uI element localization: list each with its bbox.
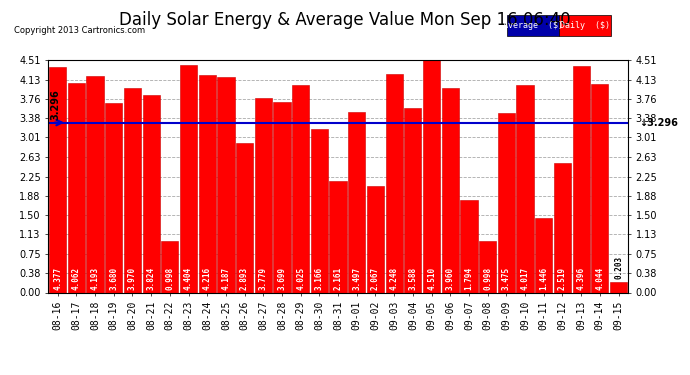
Text: 4.025: 4.025 (296, 267, 305, 290)
Text: 1.794: 1.794 (464, 267, 473, 290)
Text: 3.475: 3.475 (502, 267, 511, 290)
Text: 2.067: 2.067 (371, 267, 380, 290)
Text: 4.510: 4.510 (427, 267, 436, 290)
Bar (49, 67, 66, 292)
Text: 2.893: 2.893 (240, 267, 249, 290)
Text: 2.161: 2.161 (333, 267, 343, 290)
Bar (535, 218, 553, 292)
Text: 4.216: 4.216 (203, 267, 212, 290)
Bar (423, 60, 440, 292)
Text: 4.062: 4.062 (72, 267, 81, 290)
Bar (68, 83, 85, 292)
Bar (310, 129, 328, 292)
Bar (404, 108, 422, 292)
Text: 4.404: 4.404 (184, 267, 193, 290)
Text: 3.960: 3.960 (446, 267, 455, 290)
Text: 3.296: 3.296 (50, 89, 60, 120)
Text: 0.203: 0.203 (614, 256, 623, 279)
Text: 3.680: 3.680 (109, 267, 118, 290)
Text: 4.044: 4.044 (595, 267, 604, 290)
Bar (105, 103, 122, 292)
Bar (517, 86, 533, 292)
Text: 0.998: 0.998 (483, 267, 492, 290)
Text: 4.377: 4.377 (53, 267, 62, 290)
Bar (610, 282, 627, 292)
Bar (236, 143, 253, 292)
Bar (217, 76, 235, 292)
Text: ↓3.296: ↓3.296 (640, 118, 678, 128)
Bar (591, 84, 609, 292)
Bar (348, 112, 366, 292)
Bar (554, 163, 571, 292)
Text: 3.699: 3.699 (277, 267, 286, 290)
Text: 4.396: 4.396 (577, 267, 586, 290)
Bar (442, 88, 459, 292)
Text: Copyright 2013 Cartronics.com: Copyright 2013 Cartronics.com (14, 26, 145, 35)
Bar (180, 66, 197, 292)
Bar (143, 95, 159, 292)
Text: 3.970: 3.970 (128, 267, 137, 290)
Text: 3.166: 3.166 (315, 267, 324, 290)
Bar (479, 241, 496, 292)
Text: 3.824: 3.824 (147, 267, 156, 290)
Bar (161, 241, 179, 292)
Bar (199, 75, 216, 292)
Text: 4.193: 4.193 (90, 267, 99, 290)
Text: 3.588: 3.588 (408, 267, 417, 290)
Bar (386, 74, 403, 292)
Bar (573, 66, 590, 292)
Text: 0.998: 0.998 (166, 267, 175, 290)
Bar (460, 200, 477, 292)
Text: 3.779: 3.779 (259, 267, 268, 290)
Text: Average  ($): Average ($) (503, 21, 563, 30)
Text: 4.017: 4.017 (520, 267, 529, 290)
Bar (273, 102, 290, 292)
Bar (367, 186, 384, 292)
Bar (292, 85, 309, 292)
Text: 2.519: 2.519 (558, 267, 567, 290)
Bar (124, 88, 141, 292)
Text: 4.248: 4.248 (390, 267, 399, 290)
Text: 1.446: 1.446 (540, 267, 549, 290)
Text: 3.497: 3.497 (353, 267, 362, 290)
Text: Daily Solar Energy & Average Value Mon Sep 16 06:40: Daily Solar Energy & Average Value Mon S… (119, 11, 571, 29)
Text: 4.187: 4.187 (221, 267, 230, 290)
Bar (330, 181, 346, 292)
Bar (497, 113, 515, 292)
Bar (86, 76, 104, 292)
Text: Daily  ($): Daily ($) (560, 21, 610, 30)
Bar (255, 98, 272, 292)
